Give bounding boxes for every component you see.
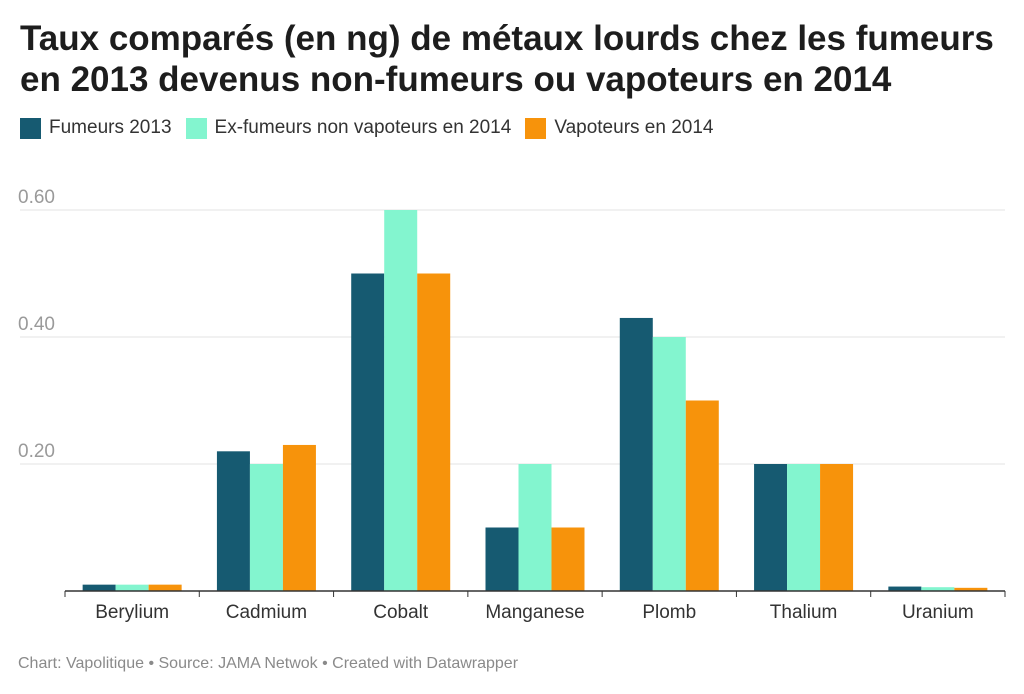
bar xyxy=(282,444,316,591)
legend-item-vapoteurs: Vapoteurs en 2014 xyxy=(525,117,713,139)
bar xyxy=(685,400,719,591)
bar xyxy=(551,527,585,591)
legend-item-fumeurs-2013: Fumeurs 2013 xyxy=(20,117,172,139)
y-tick-label: 0.60 xyxy=(18,187,55,208)
bar xyxy=(921,587,955,591)
x-tick-label: Berylium xyxy=(95,602,169,623)
bar xyxy=(954,587,988,591)
y-tick-label: 0.20 xyxy=(18,441,55,462)
y-tick-label: 0.40 xyxy=(18,314,55,335)
bar xyxy=(82,584,116,591)
x-tick-label: Cobalt xyxy=(373,602,429,623)
legend-label: Fumeurs 2013 xyxy=(49,117,172,138)
bar xyxy=(384,210,418,591)
bar xyxy=(619,317,653,591)
bar-chart: 0.20 0.40 0.60 Berylium Cadmium Cobalt Mangane… xyxy=(18,187,1006,623)
x-tick-label: Manganese xyxy=(485,602,584,623)
chart-title: Taux comparés (en ng) de métaux lourds c… xyxy=(20,19,994,99)
bar xyxy=(249,464,283,591)
legend-item-ex-fumeurs: Ex-fumeurs non vapoteurs en 2014 xyxy=(185,117,512,139)
bar xyxy=(888,586,922,591)
bar xyxy=(652,337,686,591)
bar xyxy=(216,451,250,591)
x-tick-label: Uranium xyxy=(902,602,974,623)
legend-label: Vapoteurs en 2014 xyxy=(554,117,714,138)
x-tick-label: Plomb xyxy=(642,602,696,623)
bar xyxy=(787,464,821,591)
bar xyxy=(115,584,149,591)
legend-swatch xyxy=(20,117,41,139)
bar xyxy=(820,464,854,591)
bar xyxy=(754,464,788,591)
bar xyxy=(518,464,552,591)
bar xyxy=(485,527,519,591)
chart-footer: Chart: Vapolitique • Source: JAMA Netwok… xyxy=(18,655,519,672)
legend-swatch xyxy=(525,117,547,139)
legend-label: Ex-fumeurs non vapoteurs en 2014 xyxy=(214,117,512,138)
legend-swatch xyxy=(185,117,207,139)
bar xyxy=(148,584,182,591)
x-tick-label: Cadmium xyxy=(226,602,307,623)
legend: Fumeurs 2013 Ex-fumeurs non vapoteurs en… xyxy=(20,117,713,139)
x-tick-label: Thalium xyxy=(770,602,838,623)
bar xyxy=(351,273,385,591)
bar xyxy=(417,273,451,591)
